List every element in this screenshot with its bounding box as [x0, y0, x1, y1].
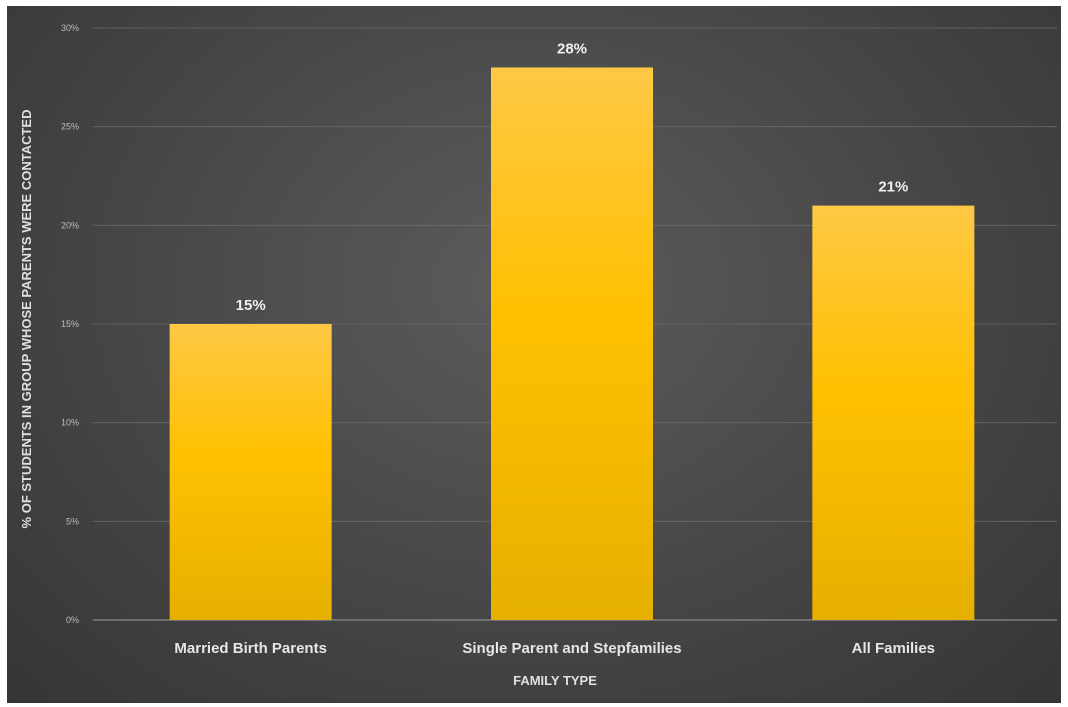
bar-2 — [491, 67, 653, 620]
y-tick-label: 5% — [66, 516, 79, 526]
data-label: 28% — [557, 40, 587, 57]
category-label: Single Parent and Stepfamilies — [462, 640, 681, 657]
category-label: Married Birth Parents — [174, 640, 327, 657]
y-tick-label: 20% — [61, 220, 79, 230]
bar-3 — [812, 205, 975, 620]
y-tick-label: 15% — [61, 319, 79, 329]
bar-1 — [169, 324, 332, 620]
bar-chart: 0% 5% 10% 15% 20% 25% 30% 15% 28% 21% Married Bi… — [19, 23, 1057, 688]
y-tick-label: 30% — [61, 23, 79, 33]
bars — [169, 67, 975, 620]
y-axis-ticks: 0% 5% 10% 15% 20% 25% 30% — [61, 23, 79, 625]
y-axis-title: % OF STUDENTS IN GROUP WHOSE PARENTS WER… — [19, 110, 34, 529]
category-label: All Families — [852, 640, 935, 657]
data-label: 21% — [878, 179, 908, 196]
data-label: 15% — [236, 297, 266, 314]
y-tick-label: 25% — [61, 122, 79, 132]
data-labels: 15% 28% 21% — [236, 40, 909, 314]
x-axis-title: FAMILY TYPE — [513, 673, 597, 688]
chart-frame: 0% 5% 10% 15% 20% 25% 30% 15% 28% 21% Married Bi… — [7, 6, 1061, 703]
y-tick-label: 10% — [61, 418, 79, 428]
x-axis-categories: Married Birth Parents Single Parent and S… — [174, 640, 935, 657]
y-tick-label: 0% — [66, 615, 79, 625]
